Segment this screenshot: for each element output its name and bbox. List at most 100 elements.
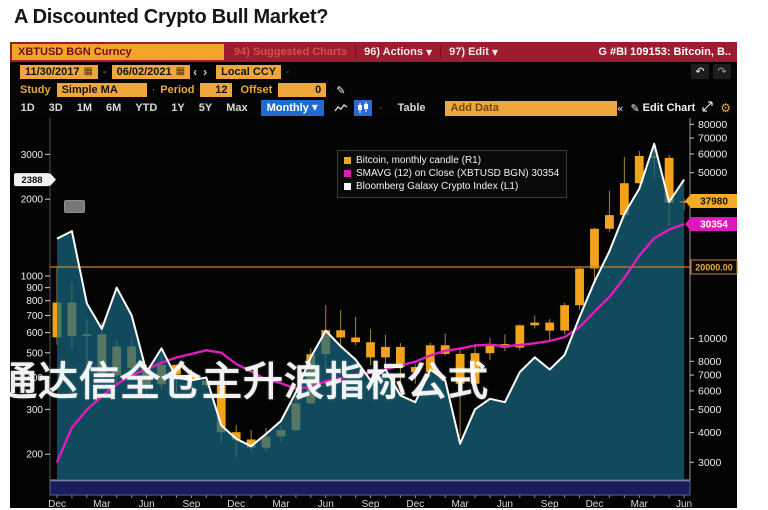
tab-max[interactable]: Max xyxy=(226,102,248,114)
redo-button[interactable]: ↷ xyxy=(713,64,731,79)
axis-label: Sep xyxy=(362,499,380,510)
axis-label: Dec xyxy=(227,499,245,510)
period-label: Period xyxy=(160,84,195,96)
ticker-field[interactable]: XBTUSD BGN Curncy xyxy=(12,44,224,60)
axis-label: Mar xyxy=(631,499,649,510)
period-input[interactable]: 12 xyxy=(200,83,233,97)
study-select[interactable]: Simple MA xyxy=(56,83,147,97)
legend-label: Bloomberg Galaxy Crypto Index (L1) xyxy=(356,181,519,192)
axis-badge: 30354 xyxy=(685,217,737,232)
pencil-icon[interactable]: ✎ xyxy=(336,83,346,97)
x-axis: Dec Mar Jun Sep Dec Mar Jun Sep Dec Mar Jun Sep Dec M… xyxy=(48,495,692,510)
axis-label: 3000 xyxy=(698,457,722,469)
legend-label: SMAVG (12) on Close (XBTUSD BGN) 30354 xyxy=(356,168,560,179)
offset-label: Offset xyxy=(240,84,273,96)
table-button[interactable]: Table xyxy=(397,102,426,114)
legend-item[interactable]: Bloomberg Galaxy Crypto Index (L1) xyxy=(344,180,559,193)
axis-label: Dec xyxy=(48,499,66,510)
chevron-down-icon: ▼ xyxy=(311,103,318,112)
frequency-dropdown[interactable]: Monthly ▼ xyxy=(260,100,324,116)
dot-separator: · xyxy=(286,65,290,78)
axis-label: 400 xyxy=(26,373,43,384)
axis-label: 300 xyxy=(26,405,43,416)
axis-label: 37980 xyxy=(700,196,728,207)
line-chart-icon[interactable] xyxy=(332,100,350,116)
sma-line xyxy=(55,222,685,463)
collapse-icon[interactable]: « xyxy=(616,101,624,115)
dot-separator: · xyxy=(378,102,383,114)
end-date-field[interactable]: 06/02/2021 ▦ xyxy=(111,64,191,79)
gear-icon[interactable]: ⚙ xyxy=(720,101,731,115)
axis-badge: 20000.00 xyxy=(690,259,738,275)
index-area-fill xyxy=(57,143,685,481)
undo-button[interactable]: ↶ xyxy=(691,64,709,79)
command-bar: XBTUSD BGN Curncy 94) Suggested Charts 9… xyxy=(10,42,737,62)
axis-label: 8000 xyxy=(698,356,722,368)
axis-label: 800 xyxy=(26,296,43,307)
axis-label: 600 xyxy=(26,328,43,339)
tab-1d[interactable]: 1D xyxy=(20,102,35,114)
axis-label: Jun xyxy=(676,499,692,510)
index-last-badge: 2388 xyxy=(14,173,56,187)
pencil-icon: ✎ xyxy=(630,101,640,115)
chevron-left-icon[interactable]: ‹ xyxy=(193,64,198,79)
axis-label: 900 xyxy=(26,283,43,294)
axis-badge: 37980 xyxy=(685,193,737,208)
expand-icon[interactable] xyxy=(702,101,713,115)
chevron-down-icon: ▼ xyxy=(491,47,499,57)
watermark-text: 通达信全仓主升浪指标公式 xyxy=(0,360,489,404)
date-separator: - xyxy=(102,65,107,78)
axis-label: 20000.00 xyxy=(695,263,733,273)
axis-label: 700 xyxy=(26,311,43,322)
start-date-field[interactable]: 11/30/2017 ▦ xyxy=(20,64,98,79)
axis-label: Jun xyxy=(139,499,155,510)
axis-label: Jun xyxy=(497,499,513,510)
offset-input[interactable]: 0 xyxy=(278,83,327,97)
legend-item[interactable]: Bitcoin, monthly candle (R1) xyxy=(344,154,559,167)
axis-label: 80000 xyxy=(698,119,727,131)
tab-6m[interactable]: 6M xyxy=(106,102,122,114)
tab-1m[interactable]: 1M xyxy=(76,102,92,114)
chart-annotation-chip[interactable] xyxy=(64,200,85,213)
redo-icon: ↷ xyxy=(717,65,727,78)
currency-field[interactable]: Local CCY xyxy=(216,64,282,79)
axis-label: 1000 xyxy=(21,272,44,283)
axis-label: 500 xyxy=(26,348,43,359)
tab-1y[interactable]: 1Y xyxy=(171,102,185,114)
legend-swatch-icon xyxy=(344,170,351,177)
chart-id-label: G #BI 109153: Bitcoin, B.. xyxy=(598,46,731,58)
chart-scrollbar[interactable] xyxy=(49,480,691,496)
axis-label: Mar xyxy=(93,499,111,510)
chevron-right-icon[interactable]: › xyxy=(203,64,208,79)
study-label: Study xyxy=(20,84,51,96)
undo-icon: ↶ xyxy=(695,65,705,78)
dot-separator: · xyxy=(151,84,156,96)
axis-label: 5000 xyxy=(698,404,722,416)
add-data-input[interactable] xyxy=(444,100,617,116)
tab-3d[interactable]: 3D xyxy=(48,102,63,114)
actions-menu[interactable]: 96) Actions xyxy=(364,46,423,58)
chevron-down-icon: ▼ xyxy=(425,47,433,57)
axis-label: 60000 xyxy=(698,148,727,160)
index-line xyxy=(56,142,685,448)
legend-item[interactable]: SMAVG (12) on Close (XBTUSD BGN) 30354 xyxy=(344,167,559,180)
study-bar: Study Simple MA · Period 12 Offset 0 ✎ xyxy=(10,81,737,99)
period-tabs: 1D 3D 1M 6M YTD 1Y 5Y Max xyxy=(14,102,255,114)
axis-label: 30354 xyxy=(700,220,728,231)
axis-label: 6000 xyxy=(698,385,722,397)
axis-label: Dec xyxy=(586,499,604,510)
edit-chart-button[interactable]: Edit Chart xyxy=(642,102,696,114)
tab-5y[interactable]: 5Y xyxy=(198,102,213,114)
axis-label: 4000 xyxy=(698,427,722,439)
suggested-charts-menu[interactable]: 94) Suggested Charts xyxy=(234,46,348,58)
candlestick-chart-icon[interactable] xyxy=(353,100,372,116)
axis-label: 3000 xyxy=(21,150,44,161)
edit-menu[interactable]: 97) Edit xyxy=(449,46,489,58)
axis-label: Jun xyxy=(318,499,334,510)
separator xyxy=(355,45,357,59)
axis-label: 2388 xyxy=(21,175,42,186)
tab-ytd[interactable]: YTD xyxy=(135,102,158,114)
